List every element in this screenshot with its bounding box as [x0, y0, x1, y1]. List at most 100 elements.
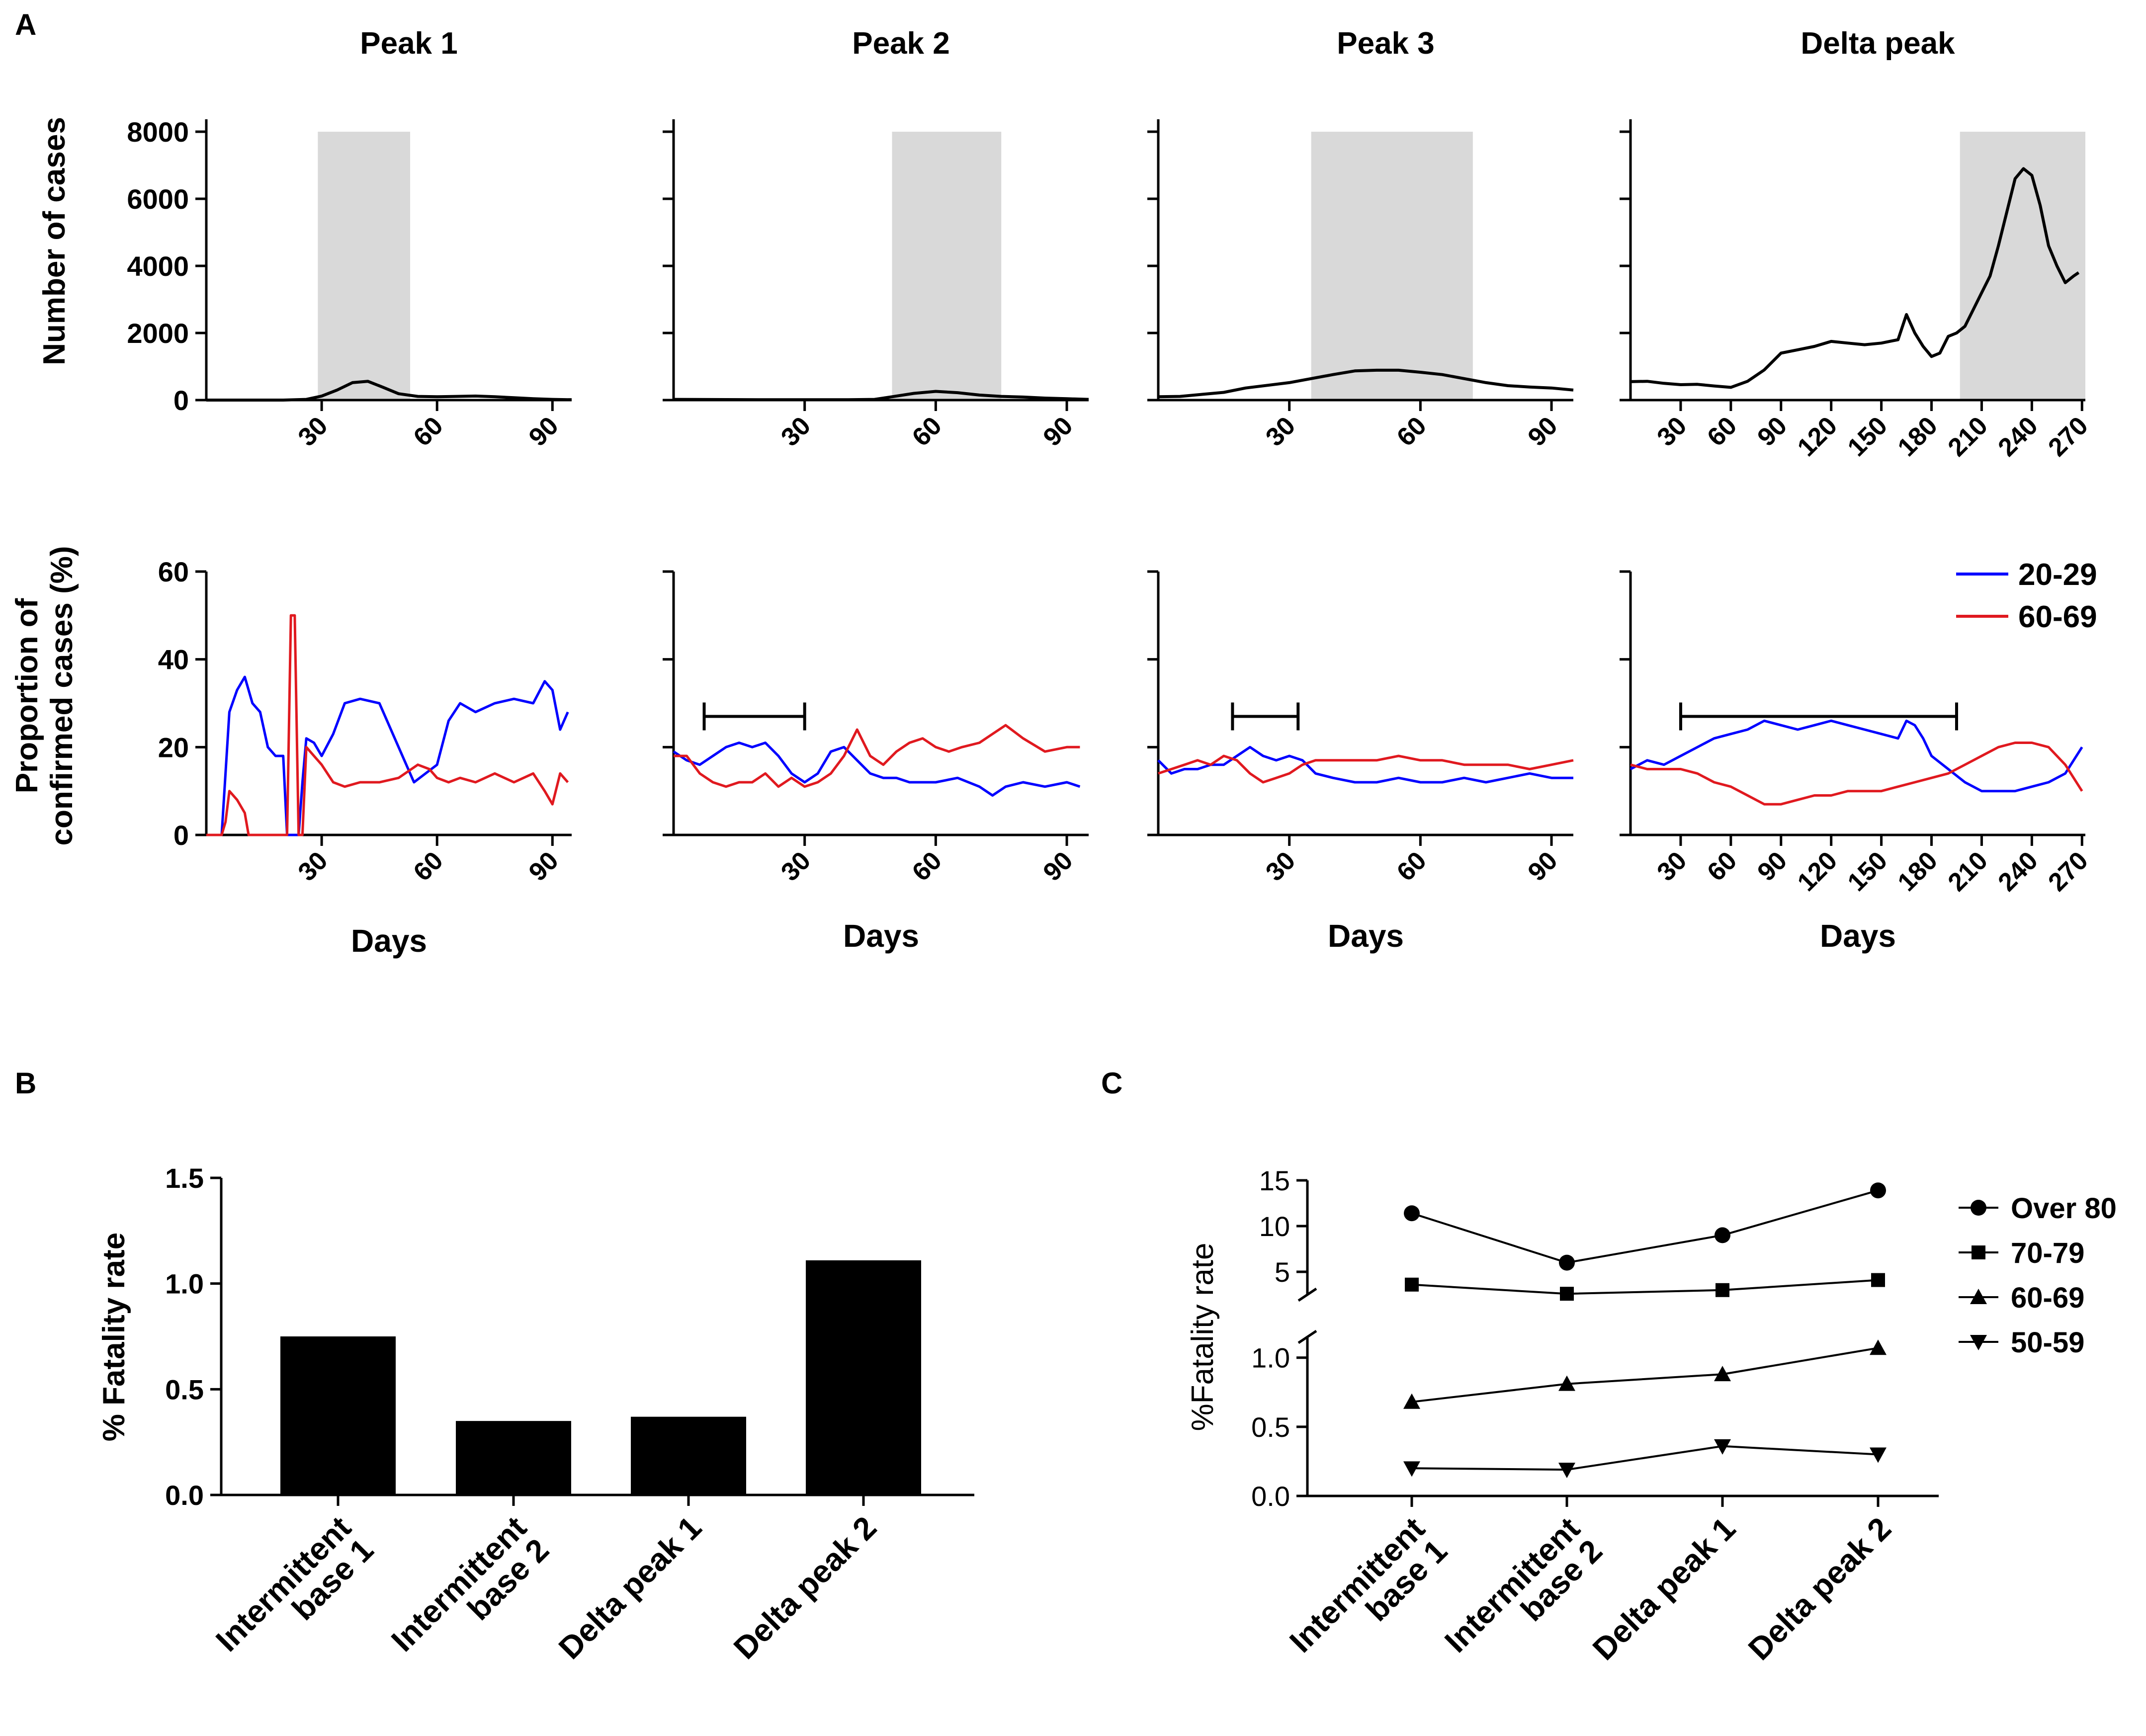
c-point-60-69-2	[1558, 1375, 1575, 1391]
panel-label-b: B	[15, 1067, 36, 1100]
a4-bottom-xtick-label: 150	[1842, 846, 1893, 897]
a4-top-xtick-label: 90	[1752, 411, 1793, 452]
a4-xlabel: Days	[1820, 918, 1896, 954]
a2-top-xtick-label: 30	[775, 411, 816, 452]
a3-series-60-69	[1158, 754, 1574, 784]
a4-bottom-xtick-label: 210	[1943, 846, 1993, 897]
a1-top-ytick-label: 2000	[127, 318, 189, 349]
b-ytick-label: 1.5	[165, 1162, 204, 1194]
a1-bottom-xtick-label: 60	[408, 846, 449, 887]
c-point-50-59-2	[1558, 1463, 1575, 1479]
a4-bottom-xtick-label: 180	[1892, 846, 1943, 897]
c-upper-ytick-label: 15	[1259, 1165, 1290, 1196]
a3-shaded-band	[1311, 132, 1473, 400]
c-series-line-70-79	[1411, 1279, 1879, 1295]
c-ylabel: %Fatality rate	[1186, 1242, 1220, 1431]
a1-top-ytick-label: 0	[173, 385, 189, 416]
a1-bottom-ytick-label: 40	[158, 644, 189, 675]
a1-top-ytick-label: 8000	[127, 116, 189, 148]
c-break-mark-bottom	[1297, 1329, 1317, 1344]
a2-bottom-xtick-label: 90	[1038, 846, 1079, 887]
c-upper-ytick-label: 10	[1259, 1211, 1290, 1242]
a1-xlabel: Days	[351, 923, 427, 959]
a3-cases-line	[1158, 368, 1574, 399]
c-point-60-69-3	[1714, 1366, 1731, 1382]
a1-top-xtick-label: 60	[408, 411, 449, 452]
a1-title: Peak 1	[360, 26, 458, 61]
a3-top-xtick-label: 60	[1391, 411, 1432, 452]
c-point-60-69-1	[1403, 1393, 1420, 1409]
a2-shaded-band	[892, 132, 1002, 400]
c-point-70-79-1	[1405, 1277, 1419, 1292]
a4-series-60-69	[1630, 742, 2083, 806]
a1-bottom-xtick-label: 30	[293, 846, 334, 887]
a2-bottom-xtick-label: 60	[907, 846, 947, 887]
panel-label-c: C	[1101, 1067, 1122, 1100]
a1-bottom-ytick-label: 20	[158, 732, 189, 763]
a2-cases-line	[673, 390, 1089, 402]
a3-top-xtick-label: 30	[1260, 411, 1301, 452]
a-legend-label-20-29: 20-29	[2018, 558, 2097, 592]
a1-top-ytick-label: 4000	[127, 250, 189, 282]
a3-xlabel: Days	[1328, 918, 1404, 954]
a4-series-20-29	[1630, 719, 2083, 793]
a4-bottom-xtick-label: 120	[1792, 846, 1843, 897]
a4-top-xtick-label: 270	[2043, 411, 2093, 462]
c-series-line-Over 80	[1411, 1189, 1879, 1264]
c-point-Over 80-4	[1870, 1182, 1886, 1199]
a4-bottom-xtick-label: 240	[1992, 846, 2043, 897]
b-bar-4	[806, 1260, 921, 1495]
b-xtick-label: Delta peak 2	[727, 1509, 883, 1666]
a4-shaded-band	[1960, 132, 2085, 400]
a1-bottom-xtick-label: 90	[523, 846, 564, 887]
c-point-50-59-1	[1403, 1461, 1420, 1477]
a3-title: Peak 3	[1337, 26, 1435, 61]
c-xtick-label: Delta peak 1	[1586, 1510, 1742, 1667]
c-upper-ytick-label: 5	[1275, 1256, 1290, 1288]
a1-cases-line	[206, 380, 572, 402]
b-bar-2	[456, 1421, 571, 1495]
c-point-Over 80-3	[1715, 1227, 1730, 1243]
a-bottom-ylabel-line2: confirmed cases (%)	[45, 546, 79, 846]
c-lower-ytick-label: 0.0	[1251, 1481, 1290, 1512]
c-series-line-60-69	[1411, 1347, 1879, 1403]
c-point-70-79-3	[1716, 1283, 1729, 1297]
c-xtick-label: Delta peak 2	[1741, 1510, 1898, 1667]
a4-top-xtick-label: 240	[1992, 411, 2043, 462]
a1-bottom-ytick-label: 0	[173, 820, 189, 851]
a4-top-xtick-label: 60	[1702, 411, 1742, 452]
a3-bottom-xtick-label: 90	[1523, 846, 1563, 887]
b-ytick-label: 1.0	[165, 1268, 204, 1300]
c-point-Over 80-2	[1559, 1254, 1575, 1271]
panel-label-a: A	[15, 8, 36, 41]
c-legend-marker-60-69	[1970, 1289, 1987, 1304]
a3-bottom-xtick-label: 30	[1260, 846, 1301, 887]
a1-bottom-ytick-label: 60	[158, 556, 189, 587]
b-ylabel: % Fatality rate	[97, 1233, 131, 1441]
c-point-50-59-3	[1714, 1439, 1731, 1455]
a4-bottom-xtick-label: 60	[1702, 846, 1742, 887]
a2-series-60-69	[674, 724, 1080, 788]
a2-bottom-xtick-label: 30	[775, 846, 816, 887]
a1-top-xtick-label: 30	[293, 411, 334, 452]
a4-top-xtick-label: 120	[1792, 411, 1843, 462]
b-bar-1	[280, 1336, 396, 1495]
panel-b: 0.00.51.01.5% Fatality rateIntermittentb…	[97, 1162, 974, 1666]
a2-series-20-29	[673, 742, 1081, 797]
a2-top-xtick-label: 90	[1038, 411, 1079, 452]
a4-top-xtick-label: 180	[1892, 411, 1943, 462]
c-point-Over 80-1	[1404, 1205, 1420, 1222]
a4-top-xtick-label: 150	[1842, 411, 1893, 462]
c-point-70-79-2	[1560, 1287, 1574, 1301]
c-legend-label-Over 80: Over 80	[2011, 1192, 2117, 1225]
c-series-line-50-59	[1411, 1445, 1879, 1471]
a-top-ylabel: Number of cases	[37, 117, 72, 365]
c-point-70-79-4	[1871, 1273, 1885, 1287]
a3-bottom-xtick-label: 60	[1391, 846, 1432, 887]
b-bar-3	[631, 1416, 746, 1495]
b-xtick-label: Delta peak 1	[552, 1509, 708, 1666]
b-ytick-label: 0.0	[165, 1480, 204, 1511]
a4-top-xtick-label: 210	[1943, 411, 1993, 462]
a1-top-ytick-label: 6000	[127, 183, 189, 215]
